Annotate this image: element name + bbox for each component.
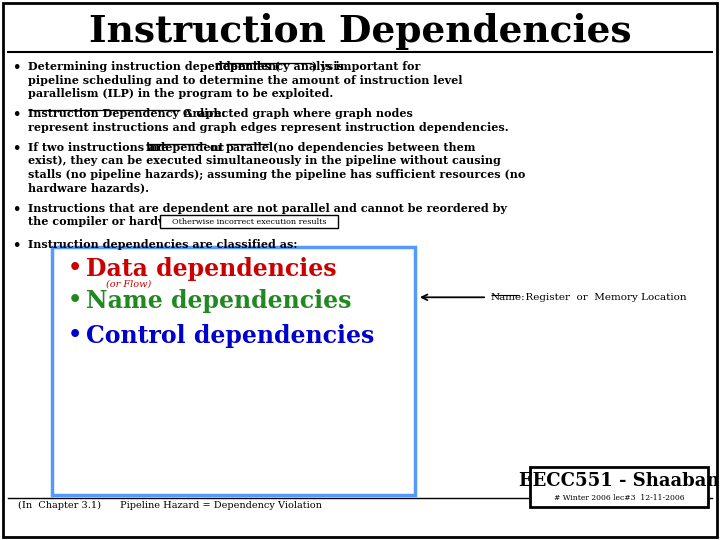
FancyBboxPatch shape	[530, 467, 708, 507]
Text: # Winter 2006 lec#3  12-11-2006: # Winter 2006 lec#3 12-11-2006	[554, 494, 684, 502]
Text: Determining instruction dependencies (: Determining instruction dependencies (	[28, 61, 280, 72]
Text: parallel: parallel	[226, 142, 274, 153]
Text: Otherwise incorrect execution results: Otherwise incorrect execution results	[172, 218, 326, 226]
Text: Instructions that are dependent are not parallel and cannot be reordered by: Instructions that are dependent are not …	[28, 202, 507, 214]
Text: Pipeline Hazard = Dependency Violation: Pipeline Hazard = Dependency Violation	[120, 501, 322, 510]
Text: Name:: Name:	[491, 293, 526, 302]
Text: If two instructions are: If two instructions are	[28, 142, 172, 153]
Text: Instruction Dependencies: Instruction Dependencies	[89, 14, 631, 51]
Text: stalls (no pipeline hazards); assuming the pipeline has sufficient resources (no: stalls (no pipeline hazards); assuming t…	[28, 169, 526, 180]
Text: •: •	[68, 289, 82, 311]
Text: •: •	[12, 142, 20, 155]
FancyBboxPatch shape	[3, 3, 717, 537]
Text: •: •	[12, 108, 20, 122]
Text: the compiler or hardware.: the compiler or hardware.	[28, 216, 192, 227]
Text: Control dependencies: Control dependencies	[86, 325, 374, 348]
Text: Instruction Dependency Graph:: Instruction Dependency Graph:	[28, 108, 225, 119]
Text: or: or	[206, 142, 227, 153]
Text: (or Flow): (or Flow)	[106, 279, 151, 288]
Text: •: •	[12, 202, 20, 216]
Text: •: •	[12, 61, 20, 74]
Text: (no dependencies between them: (no dependencies between them	[269, 142, 475, 153]
Text: •: •	[68, 257, 82, 279]
Text: hardware hazards).: hardware hazards).	[28, 183, 149, 193]
Text: •: •	[68, 325, 82, 346]
Text: represent instructions and graph edges represent instruction dependencies.: represent instructions and graph edges r…	[28, 122, 508, 133]
Text: Data dependencies: Data dependencies	[86, 257, 337, 281]
FancyBboxPatch shape	[52, 247, 415, 495]
Text: dependency analysis: dependency analysis	[215, 61, 344, 72]
Text: pipeline scheduling and to determine the amount of instruction level: pipeline scheduling and to determine the…	[28, 75, 462, 85]
Text: independent: independent	[146, 142, 225, 153]
Text: A directed graph where graph nodes: A directed graph where graph nodes	[180, 108, 413, 119]
Text: Register  or  Memory Location: Register or Memory Location	[519, 293, 687, 302]
Text: ) is important for: ) is important for	[312, 61, 420, 72]
Text: EECC551 - Shaaban: EECC551 - Shaaban	[518, 472, 719, 490]
Text: •: •	[12, 239, 20, 252]
Text: (In  Chapter 3.1): (In Chapter 3.1)	[18, 501, 101, 510]
Text: parallelism (ILP) in the program to be exploited.: parallelism (ILP) in the program to be e…	[28, 88, 333, 99]
FancyBboxPatch shape	[160, 215, 338, 228]
Text: Instruction dependencies are classified as:: Instruction dependencies are classified …	[28, 239, 297, 250]
Text: exist), they can be executed simultaneously in the pipeline without causing: exist), they can be executed simultaneou…	[28, 156, 501, 166]
Text: Name dependencies: Name dependencies	[86, 289, 351, 313]
